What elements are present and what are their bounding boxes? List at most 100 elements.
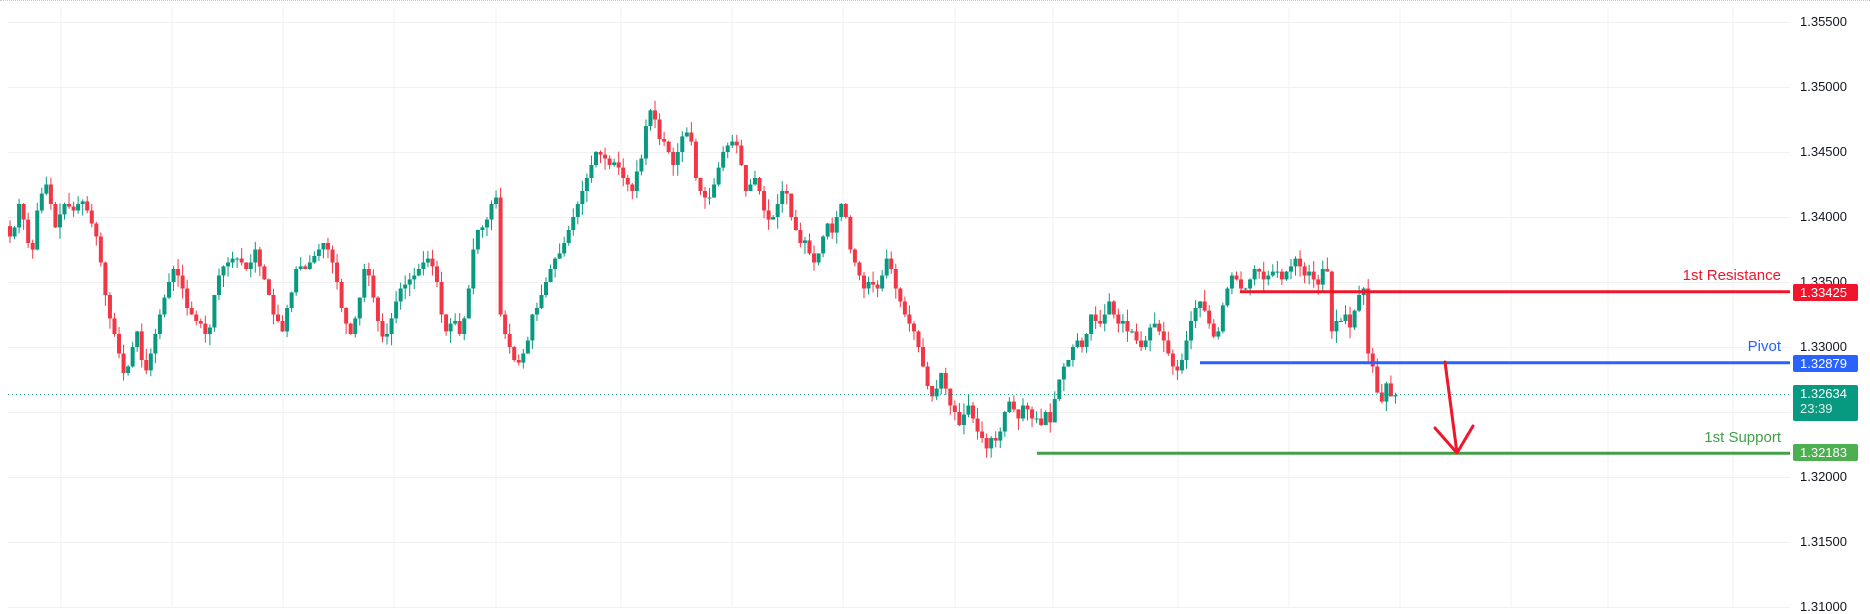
candle-body bbox=[875, 284, 880, 289]
candle-body bbox=[48, 184, 53, 204]
candle-body bbox=[916, 331, 921, 347]
candle-body bbox=[1148, 327, 1153, 341]
candle-body bbox=[289, 292, 294, 308]
candle-body bbox=[1216, 331, 1221, 337]
candle-body bbox=[634, 171, 639, 191]
candle-body bbox=[1239, 279, 1244, 289]
candle-body bbox=[1011, 401, 1016, 410]
candle-body bbox=[407, 279, 412, 285]
arrow-shaft bbox=[1443, 360, 1459, 455]
bar-countdown: 23:39 bbox=[1800, 401, 1833, 416]
price-tick: 1.31500 bbox=[1800, 534, 1847, 549]
candle-body bbox=[943, 373, 948, 389]
candle-body bbox=[448, 323, 453, 332]
candle-body bbox=[171, 269, 176, 282]
candle-body bbox=[271, 295, 276, 315]
candle-body bbox=[825, 223, 830, 237]
candle-body bbox=[262, 266, 267, 280]
pivot-label: Pivot bbox=[1747, 338, 1781, 355]
candle-body bbox=[1030, 409, 1035, 419]
candle-body bbox=[298, 266, 303, 269]
candle-body bbox=[203, 323, 208, 334]
candle-body bbox=[725, 145, 730, 152]
candle-body bbox=[902, 301, 907, 315]
candle-body bbox=[166, 282, 171, 298]
candle-body bbox=[425, 258, 430, 263]
candle-body bbox=[1243, 288, 1248, 290]
candle-body bbox=[53, 204, 58, 228]
candle-body bbox=[30, 243, 35, 250]
candle-body bbox=[584, 178, 589, 191]
candle-body bbox=[380, 321, 385, 337]
candle-body bbox=[226, 262, 231, 267]
candle-body bbox=[1166, 340, 1171, 354]
candle-body bbox=[966, 405, 971, 415]
candle-body bbox=[707, 197, 712, 199]
candle-body bbox=[553, 258, 558, 269]
candle-body bbox=[752, 178, 757, 185]
candle-body bbox=[880, 275, 885, 289]
candle-body bbox=[1320, 269, 1325, 285]
candle-body bbox=[462, 318, 467, 334]
candle-body bbox=[1393, 395, 1398, 397]
candle-body bbox=[357, 297, 362, 319]
candle-body bbox=[666, 141, 671, 152]
candle-body bbox=[548, 269, 553, 282]
candle-body bbox=[194, 314, 199, 321]
candle-body bbox=[1325, 269, 1330, 272]
candle-body bbox=[1016, 409, 1021, 419]
candle-body bbox=[575, 204, 580, 217]
candle-body bbox=[1080, 340, 1085, 347]
candle-body bbox=[1161, 331, 1166, 341]
candle-body bbox=[362, 269, 367, 298]
candle-body bbox=[743, 165, 748, 191]
candle-body bbox=[648, 110, 653, 126]
candle-body bbox=[303, 266, 308, 269]
candle-body bbox=[512, 347, 517, 360]
candle-body bbox=[1052, 399, 1057, 423]
candle-body bbox=[430, 258, 435, 267]
candle-body bbox=[762, 191, 767, 211]
candle-body bbox=[1170, 353, 1175, 367]
candle-body bbox=[1311, 271, 1316, 280]
candle-body bbox=[1134, 331, 1139, 341]
candle-body bbox=[911, 323, 916, 332]
candle-body bbox=[839, 204, 844, 217]
candle-body bbox=[198, 321, 203, 324]
candle-body bbox=[698, 178, 703, 191]
candle-body bbox=[1034, 418, 1039, 420]
candle-body bbox=[998, 431, 1003, 441]
candle-body bbox=[721, 152, 726, 168]
candle-body bbox=[961, 414, 966, 425]
candle-body bbox=[248, 262, 253, 269]
candle-body bbox=[530, 314, 535, 341]
candle-body bbox=[1225, 288, 1230, 306]
candle-body bbox=[1025, 405, 1030, 410]
candle-body bbox=[939, 373, 944, 389]
candle-body bbox=[612, 162, 617, 165]
candle-body bbox=[639, 158, 644, 172]
candle-body bbox=[439, 282, 444, 315]
candle-body bbox=[671, 152, 676, 165]
candle-body bbox=[335, 262, 340, 282]
candle-body bbox=[712, 184, 717, 198]
candle-body bbox=[489, 204, 494, 220]
candle-body bbox=[1102, 314, 1107, 324]
candle-body bbox=[1066, 360, 1071, 367]
candle-body bbox=[1379, 392, 1384, 402]
candle-body bbox=[1266, 275, 1271, 280]
candle-body bbox=[221, 266, 226, 276]
candle-body bbox=[730, 141, 735, 146]
candle-body bbox=[816, 253, 821, 263]
support-label: 1st Support bbox=[1704, 429, 1781, 446]
candle-body bbox=[1348, 314, 1353, 328]
candle-body bbox=[557, 253, 562, 259]
candle-body bbox=[866, 282, 871, 289]
candle-body bbox=[693, 141, 698, 178]
candle-body bbox=[1252, 269, 1257, 280]
candle-body bbox=[1107, 301, 1112, 315]
candle-body bbox=[294, 269, 299, 293]
candle-body bbox=[480, 227, 485, 230]
candle-body bbox=[653, 110, 658, 120]
